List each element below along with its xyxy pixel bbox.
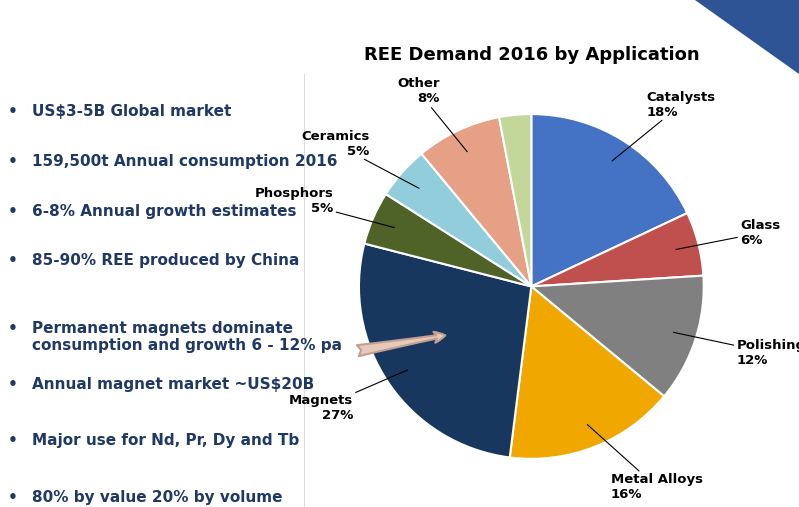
Text: Catalysts
18%: Catalysts 18% [612, 91, 716, 161]
Wedge shape [386, 154, 531, 286]
Text: Major use for Nd, Pr, Dy and Tb: Major use for Nd, Pr, Dy and Tb [32, 433, 299, 448]
Text: 159,500t Annual consumption 2016: 159,500t Annual consumption 2016 [32, 154, 337, 169]
Wedge shape [359, 243, 531, 457]
Text: Phosphors
5%: Phosphors 5% [255, 187, 394, 228]
Wedge shape [421, 117, 531, 286]
Wedge shape [531, 114, 687, 286]
Polygon shape [695, 0, 799, 74]
Text: •: • [8, 203, 18, 219]
Text: •: • [8, 433, 18, 448]
Text: Metal Alloys
16%: Metal Alloys 16% [587, 424, 702, 501]
Wedge shape [499, 114, 531, 286]
Wedge shape [531, 276, 704, 396]
Text: Other
8%: Other 8% [397, 78, 467, 152]
Title: REE Demand 2016 by Application: REE Demand 2016 by Application [364, 46, 699, 64]
Text: Polishing
12%: Polishing 12% [674, 332, 799, 367]
Wedge shape [531, 213, 703, 286]
Text: Annual magnet market ~US$20B: Annual magnet market ~US$20B [32, 377, 314, 392]
Text: 85-90% REE produced by China: 85-90% REE produced by China [32, 254, 300, 268]
Text: •: • [8, 104, 18, 119]
Text: US$3-5B Global market: US$3-5B Global market [32, 104, 232, 119]
Text: 6-8% Annual growth estimates: 6-8% Annual growth estimates [32, 203, 296, 219]
Text: •: • [8, 154, 18, 169]
Text: Rare Earth Demand Drivers: Rare Earth Demand Drivers [16, 22, 486, 51]
Text: Ceramics
5%: Ceramics 5% [301, 130, 419, 188]
Text: 80% by value 20% by volume: 80% by value 20% by volume [32, 490, 283, 504]
Text: •: • [8, 320, 18, 336]
Wedge shape [510, 286, 664, 459]
Text: Permanent magnets dominate
consumption and growth 6 - 12% pa: Permanent magnets dominate consumption a… [32, 320, 342, 353]
Text: Glass
6%: Glass 6% [676, 219, 781, 249]
Wedge shape [364, 194, 531, 286]
Text: •: • [8, 254, 18, 268]
Text: Magnets
27%: Magnets 27% [289, 370, 407, 421]
Text: •: • [8, 377, 18, 392]
Text: •: • [8, 490, 18, 504]
